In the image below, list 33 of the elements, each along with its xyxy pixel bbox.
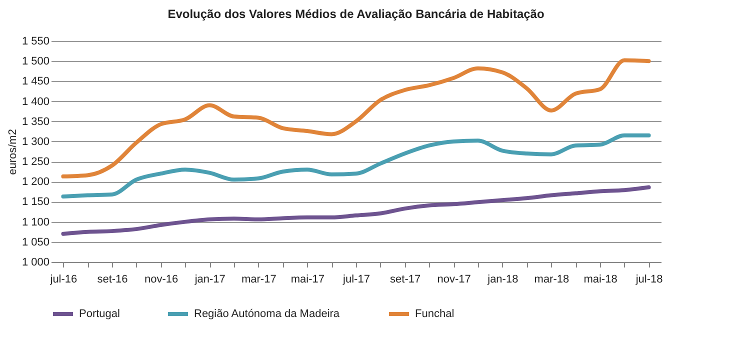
x-tick-label: mar-18 <box>534 274 570 286</box>
x-tick-label: jul-16 <box>49 274 78 286</box>
y-tick-label: 1 100 <box>22 216 50 228</box>
y-tick-label: 1 000 <box>22 256 50 268</box>
y-tick-label: 1 400 <box>22 96 50 108</box>
x-tick-label: jan-18 <box>486 274 518 286</box>
line-series <box>61 58 651 178</box>
x-tick-label: nov-17 <box>437 274 471 286</box>
y-tick-label: 1 450 <box>22 76 50 88</box>
legend-label: Funchal <box>415 308 454 320</box>
y-tick-label: 1 300 <box>22 136 50 148</box>
y-axis-title: euros/m2 <box>6 129 19 175</box>
chart-title: Evolução dos Valores Médios de Avaliação Bancária de Habitação <box>168 7 544 21</box>
x-tick-label: jul-18 <box>634 274 663 286</box>
y-tick-label: 1 350 <box>22 116 50 128</box>
x-tick-label: mar-17 <box>241 274 276 286</box>
y-tick-label: 1 200 <box>22 176 50 188</box>
x-tick-label: mai-17 <box>290 274 325 286</box>
y-tick-label: 1 550 <box>22 36 50 48</box>
y-tick-label: 1 500 <box>22 56 50 68</box>
x-tick-label: jan-17 <box>194 274 226 286</box>
y-tick-label: 1 050 <box>22 236 50 248</box>
x-tick-label: set-16 <box>97 274 128 286</box>
legend-label: Portugal <box>79 308 120 320</box>
y-tick-label: 1 250 <box>22 156 50 168</box>
line-series <box>61 185 651 236</box>
x-tick-label: nov-16 <box>144 274 178 286</box>
y-tick-label: 1 150 <box>22 196 50 208</box>
line-series <box>61 133 651 199</box>
x-tick-label: jul-17 <box>342 274 370 286</box>
legend-label: Região Autónoma da Madeira <box>194 308 340 320</box>
x-tick-label: mai-18 <box>584 274 618 286</box>
x-tick-label: set-17 <box>390 274 421 286</box>
